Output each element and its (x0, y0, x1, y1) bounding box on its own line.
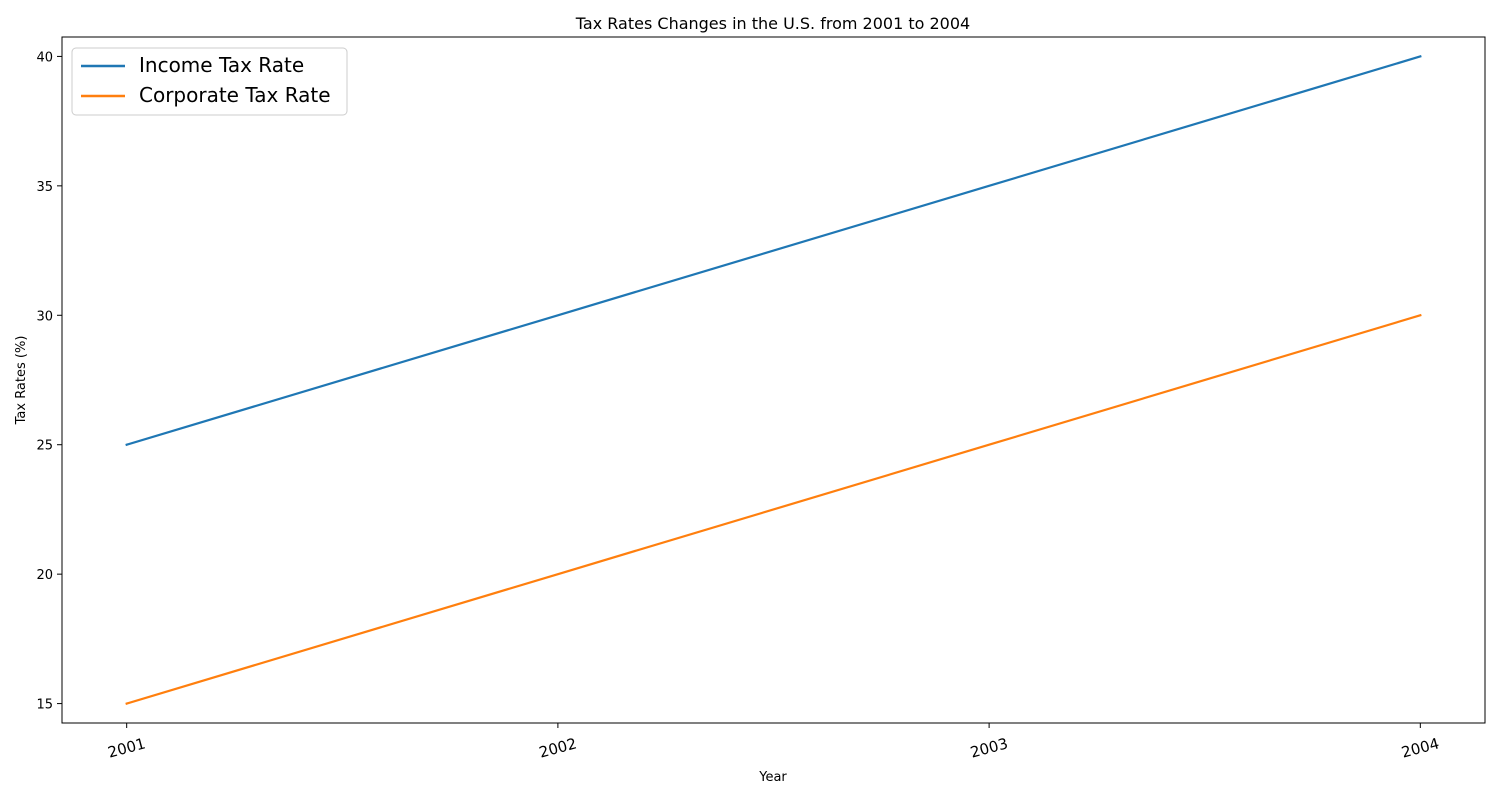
y-axis: 15 20 25 30 35 40 (36, 50, 62, 712)
series-lines (127, 56, 1421, 703)
y-tick-label: 25 (36, 439, 53, 454)
series-line-corporate-tax-rate (127, 315, 1421, 703)
legend-label-income-tax-rate: Income Tax Rate (139, 53, 304, 77)
x-tick-label: 2002 (537, 734, 579, 761)
plot-frame (62, 37, 1485, 723)
x-axis: 2001 2002 2003 2004 (106, 723, 1441, 762)
y-tick-label: 20 (36, 568, 53, 583)
x-tick-label: 2003 (968, 734, 1010, 761)
y-tick-label: 30 (36, 309, 53, 324)
x-axis-label: Year (758, 770, 787, 785)
y-tick-label: 15 (36, 698, 53, 713)
x-tick-label: 2001 (106, 734, 148, 761)
y-tick-label: 35 (36, 180, 53, 195)
x-tick-label: 2004 (1400, 734, 1442, 761)
legend: Income Tax Rate Corporate Tax Rate (72, 48, 347, 115)
y-tick-label: 40 (36, 50, 53, 65)
y-axis-label: Tax Rates (%) (14, 336, 29, 426)
legend-label-corporate-tax-rate: Corporate Tax Rate (139, 83, 331, 107)
plot-area (62, 37, 1485, 723)
chart-title: Tax Rates Changes in the U.S. from 2001 … (575, 14, 970, 33)
